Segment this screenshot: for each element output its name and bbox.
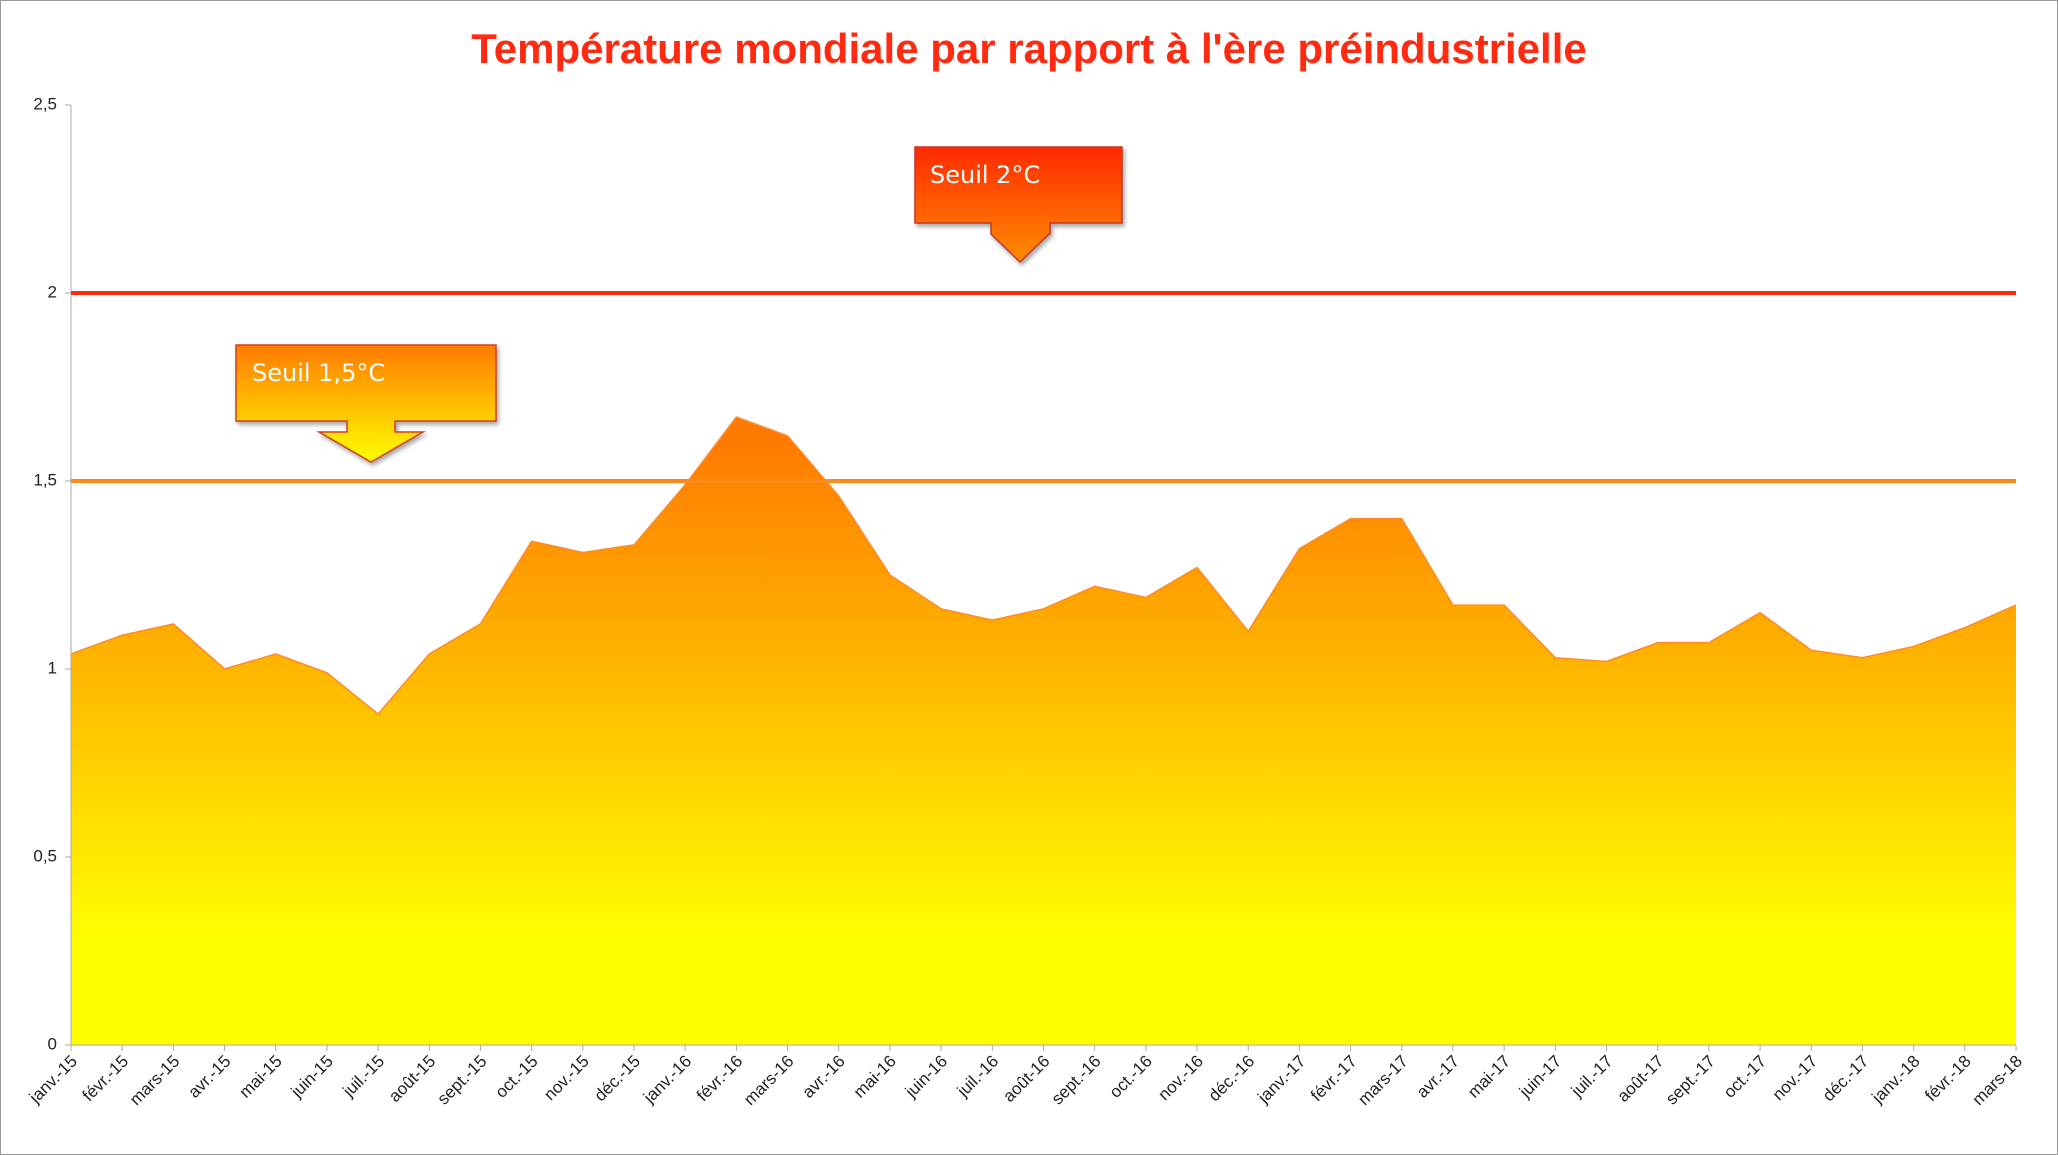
area: [71, 417, 2016, 1046]
callout-2: Seuil 2°C: [914, 146, 1123, 264]
chart-title: Température mondiale par rapport à l'ère…: [471, 25, 1587, 72]
area-edge: [70, 416, 2017, 716]
callout-label: Seuil 1,5°C: [252, 359, 385, 387]
y-tick-label: 0,5: [33, 846, 57, 865]
callout-box: [914, 146, 1123, 264]
y-tick-label: 2,5: [33, 94, 57, 113]
y-tick-label: 0: [48, 1034, 57, 1053]
y-tick-label: 2: [48, 282, 57, 301]
callout-box: [235, 344, 497, 463]
y-tick-label: 1: [48, 658, 57, 677]
y-tick-label: 1,5: [33, 470, 57, 489]
callout-15: Seuil 1,5°C: [235, 344, 497, 463]
callout-label: Seuil 2°C: [930, 161, 1040, 189]
